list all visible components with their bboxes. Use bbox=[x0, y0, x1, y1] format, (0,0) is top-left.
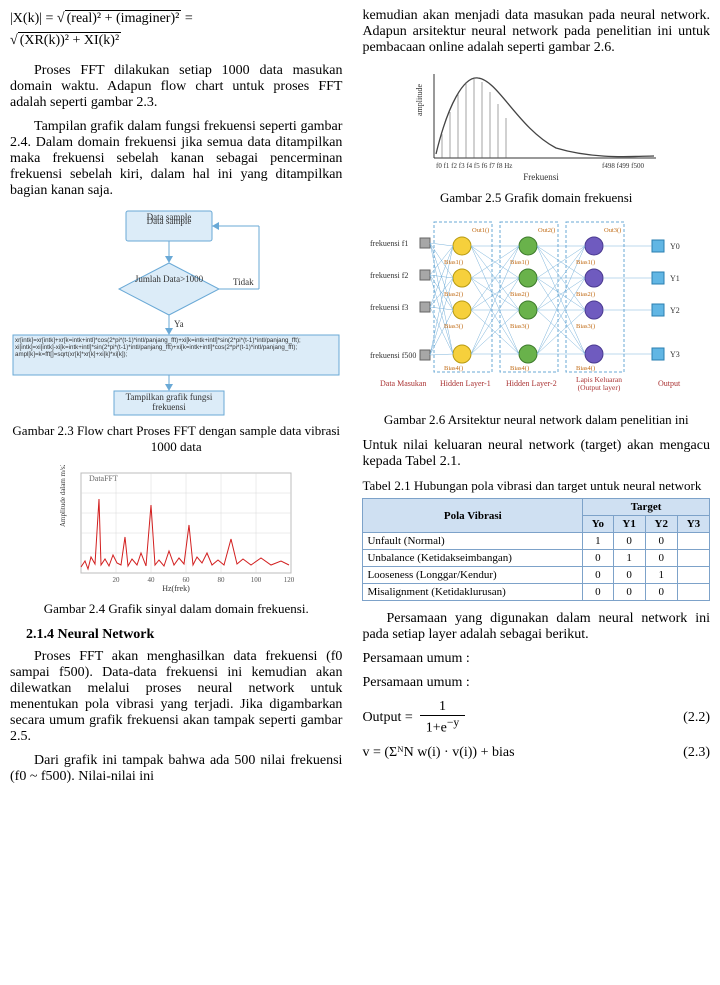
formula-xk: |X(k)| = √(real)² + (imaginer)² = √(XR(k… bbox=[10, 8, 342, 53]
svg-text:frekuensi f1: frekuensi f1 bbox=[370, 239, 408, 248]
flow-n4-text: Tampilkan grafik fungsi frekuensi bbox=[116, 393, 222, 413]
table-row: Looseness (Longgar/Kendur) 0 0 1 bbox=[363, 567, 710, 584]
svg-text:Hidden Layer-1: Hidden Layer-1 bbox=[440, 379, 491, 388]
svg-text:Y2: Y2 bbox=[670, 306, 680, 315]
svg-text:Out1(): Out1() bbox=[472, 227, 489, 234]
figure-freqgraph: amplitude f0 f1 f2 f3 f4 f5 f6 f7 f8 Hz bbox=[362, 64, 710, 184]
svg-text:Bias1(): Bias1() bbox=[510, 259, 529, 266]
eq2-body: v = (ΣᴺN w(i) · v(i)) + bias bbox=[362, 745, 514, 761]
eq1-den: 1+e bbox=[426, 721, 447, 736]
table-target: Pola Vibrasi Target Yo Y1 Y2 Y3 Unfault … bbox=[362, 498, 710, 601]
svg-text:Out3(): Out3() bbox=[604, 227, 621, 234]
flow-n2-text: Jumlah Data>1000 bbox=[129, 275, 209, 285]
table-row: Unbalance (Ketidakseimbangan) 0 1 0 bbox=[363, 550, 710, 567]
svg-text:60: 60 bbox=[183, 576, 191, 584]
equation-22: Output = 1 1+e−y (2.2) bbox=[362, 699, 710, 737]
table-row: Unfault (Normal) 1 0 0 bbox=[363, 533, 710, 550]
para-r2: Untuk nilai keluaran neural network (tar… bbox=[362, 438, 710, 470]
svg-text:40: 40 bbox=[148, 576, 156, 584]
svg-text:Y0: Y0 bbox=[670, 242, 680, 251]
formula-part1: (real)² + (imaginer)² bbox=[65, 10, 182, 26]
spectrum-title: DataFFT bbox=[89, 474, 118, 483]
svg-text:Y1: Y1 bbox=[670, 274, 680, 283]
svg-text:Bias4(): Bias4() bbox=[510, 365, 529, 372]
svg-text:Out2(): Out2() bbox=[538, 227, 555, 234]
freqgraph-ylabel: amplitude bbox=[415, 84, 424, 116]
svg-text:Bias1(): Bias1() bbox=[576, 259, 595, 266]
flow-n1-text: Data sample bbox=[127, 213, 211, 223]
eq1-number: (2.2) bbox=[683, 710, 710, 726]
caption-25: Gambar 2.5 Grafik domain frekuensi bbox=[362, 190, 710, 206]
para-fft1: Proses FFT dilakukan setiap 1000 data ma… bbox=[10, 63, 342, 111]
flow-edge-yes: Ya bbox=[174, 319, 184, 329]
eq1-num: 1 bbox=[420, 699, 466, 716]
table-caption: Tabel 2.1 Hubungan pola vibrasi dan targ… bbox=[362, 478, 710, 494]
para-r3: Persamaan yang digunakan dalam neural ne… bbox=[362, 611, 710, 643]
figure-flowchart: Data sample Data sample Jumlah Data>1000… bbox=[10, 207, 342, 417]
para-r4: Persamaan umum : bbox=[362, 651, 710, 667]
svg-text:Bias3(): Bias3() bbox=[576, 323, 595, 330]
flow-edge-no: Tidak bbox=[233, 277, 254, 287]
para-r5: Persamaan umum : bbox=[362, 675, 710, 691]
svg-text:Bias3(): Bias3() bbox=[510, 323, 529, 330]
svg-text:Data Masukan: Data Masukan bbox=[380, 379, 426, 388]
eq2-number: (2.3) bbox=[683, 745, 710, 761]
svg-text:Bias1(): Bias1() bbox=[444, 259, 463, 266]
freqgraph-xticks-l: f0 f1 f2 f3 f4 f5 f6 f7 f8 Hz bbox=[436, 162, 512, 170]
svg-text:frekuensi f3: frekuensi f3 bbox=[370, 303, 408, 312]
th-target: Target bbox=[583, 499, 710, 516]
svg-text:80: 80 bbox=[218, 576, 226, 584]
figure-nn: frekuensi f1 frekuensi f2 frekuensi f3 f… bbox=[362, 216, 710, 406]
svg-text:Bias4(): Bias4() bbox=[444, 365, 463, 372]
svg-text:Bias2(): Bias2() bbox=[510, 291, 529, 298]
eq1-exp: −y bbox=[447, 716, 459, 729]
th-y3: Y3 bbox=[677, 516, 709, 533]
th-y2: Y2 bbox=[645, 516, 677, 533]
svg-text:Bias2(): Bias2() bbox=[576, 291, 595, 298]
formula-part2: (XR(k))² + XI(k)² bbox=[18, 32, 121, 48]
svg-text:Y3: Y3 bbox=[670, 350, 680, 359]
svg-text:20: 20 bbox=[113, 576, 121, 584]
svg-text:Output: Output bbox=[658, 379, 681, 388]
para-nn2: Dari grafik ini tampak bahwa ada 500 nil… bbox=[10, 753, 342, 785]
caption-24: Gambar 2.4 Grafik sinyal dalam domain fr… bbox=[10, 601, 342, 617]
freqgraph-xticks-r: f498 f499 f500 bbox=[602, 162, 644, 170]
svg-text:frekuensi f2: frekuensi f2 bbox=[370, 271, 408, 280]
svg-text:Hidden Layer-2: Hidden Layer-2 bbox=[506, 379, 557, 388]
svg-text:frekuensi f500: frekuensi f500 bbox=[370, 351, 416, 360]
th-y0: Yo bbox=[583, 516, 613, 533]
spectrum-xlabel: Hz(frek) bbox=[162, 584, 190, 593]
table-row: Misalignment (Ketidaklurusan) 0 0 0 bbox=[363, 584, 710, 601]
para-r1: kemudian akan menjadi data masukan pada … bbox=[362, 8, 710, 56]
svg-text:100: 100 bbox=[251, 576, 262, 584]
para-fft2: Tampilan grafik dalam fungsi frekuensi s… bbox=[10, 119, 342, 199]
th-pola: Pola Vibrasi bbox=[363, 499, 583, 533]
spectrum-ylabel: Amplitude dalam m/s2 bbox=[59, 465, 67, 527]
flow-n3-text: xr[intk]=xr[intk]+xr[k=intk+intl]*cos(2*… bbox=[15, 337, 337, 358]
svg-text:120: 120 bbox=[284, 576, 295, 584]
para-nn1: Proses FFT akan menghasilkan data frekue… bbox=[10, 649, 342, 745]
caption-23: Gambar 2.3 Flow chart Proses FFT dengan … bbox=[10, 423, 342, 455]
svg-text:Bias3(): Bias3() bbox=[444, 323, 463, 330]
caption-26: Gambar 2.6 Arsitektur neural network dal… bbox=[362, 412, 710, 428]
th-y1: Y1 bbox=[613, 516, 645, 533]
figure-spectrum: DataFFT Amplitude dalam m/s2 Hz bbox=[10, 465, 342, 595]
section-214: 2.1.4 Neural Network bbox=[26, 627, 342, 643]
freqgraph-xlabel: Frekuensi bbox=[523, 172, 559, 182]
eq1-lhs: Output = bbox=[362, 710, 412, 725]
svg-text:Bias2(): Bias2() bbox=[444, 291, 463, 298]
equation-23: v = (ΣᴺN w(i) · v(i)) + bias (2.3) bbox=[362, 745, 710, 761]
svg-text:Bias4(): Bias4() bbox=[576, 365, 595, 372]
nn-lbl-out: Lapis Keluaran (Output layer) bbox=[566, 376, 632, 393]
